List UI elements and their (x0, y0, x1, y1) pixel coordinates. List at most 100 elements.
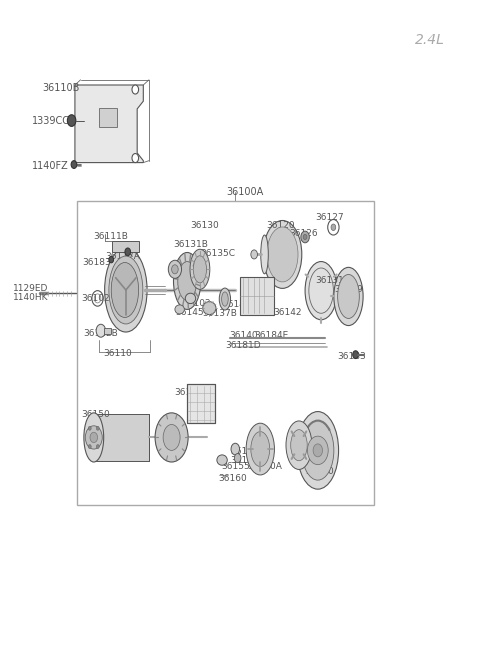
Circle shape (88, 426, 91, 430)
Ellipse shape (217, 455, 227, 465)
Ellipse shape (251, 432, 270, 466)
Text: 36110B: 36110B (42, 83, 79, 93)
Circle shape (125, 248, 131, 255)
Text: 36145: 36145 (175, 308, 204, 317)
Circle shape (313, 444, 323, 457)
Ellipse shape (111, 263, 139, 318)
Text: 36120: 36120 (266, 221, 295, 230)
Text: 36110: 36110 (103, 349, 132, 358)
Bar (240, 277, 274, 314)
Ellipse shape (297, 411, 338, 489)
Ellipse shape (219, 288, 230, 310)
Text: 36131B: 36131B (173, 240, 208, 249)
Text: 36183: 36183 (82, 258, 111, 267)
Text: 36126: 36126 (289, 229, 318, 238)
Ellipse shape (109, 256, 143, 324)
Ellipse shape (263, 221, 302, 288)
Circle shape (251, 250, 257, 259)
Ellipse shape (175, 305, 184, 314)
Bar (77, 201, 374, 506)
Ellipse shape (222, 292, 228, 306)
Text: 36170A: 36170A (247, 462, 282, 471)
Ellipse shape (84, 413, 104, 462)
Circle shape (303, 234, 307, 240)
Text: 36160: 36160 (219, 474, 248, 483)
Ellipse shape (190, 250, 210, 290)
Circle shape (96, 426, 99, 430)
Text: 1339CC: 1339CC (32, 115, 70, 126)
Text: 36117A: 36117A (106, 252, 141, 261)
Text: 36102: 36102 (81, 294, 109, 303)
Ellipse shape (203, 302, 216, 314)
Ellipse shape (155, 413, 188, 462)
Text: 36140: 36140 (229, 331, 258, 341)
Circle shape (67, 115, 76, 126)
Circle shape (132, 153, 139, 162)
Circle shape (96, 445, 99, 449)
Circle shape (308, 436, 328, 464)
Text: 1140HK: 1140HK (12, 293, 48, 301)
Ellipse shape (334, 267, 363, 326)
Text: 36155: 36155 (221, 462, 250, 471)
Circle shape (96, 324, 106, 337)
Ellipse shape (185, 293, 196, 303)
Text: 36137B: 36137B (202, 309, 237, 318)
Text: 36127: 36127 (315, 213, 344, 222)
Bar (112, 241, 139, 252)
Text: 36102: 36102 (182, 299, 211, 308)
Bar (104, 328, 111, 334)
Circle shape (88, 445, 91, 449)
Text: 36184E: 36184E (254, 331, 288, 341)
Ellipse shape (163, 424, 180, 451)
Bar (187, 384, 216, 423)
Text: 36142: 36142 (273, 308, 301, 317)
Circle shape (234, 454, 241, 462)
Circle shape (301, 231, 309, 243)
Ellipse shape (286, 421, 312, 470)
Text: 36111B: 36111B (93, 233, 128, 242)
Text: 36150: 36150 (81, 410, 110, 419)
Ellipse shape (302, 421, 334, 480)
Ellipse shape (305, 261, 337, 320)
Text: 36143A: 36143A (222, 301, 257, 309)
Ellipse shape (291, 430, 307, 460)
Ellipse shape (337, 274, 360, 318)
Text: 36182: 36182 (294, 440, 323, 449)
Circle shape (168, 260, 181, 278)
Ellipse shape (178, 261, 197, 301)
Ellipse shape (105, 248, 147, 332)
Circle shape (172, 265, 178, 274)
Text: 36130: 36130 (191, 221, 219, 230)
Text: 36100A: 36100A (226, 187, 263, 196)
Circle shape (109, 256, 114, 263)
Bar (95, 413, 149, 461)
Text: 1140FZ: 1140FZ (32, 161, 68, 171)
Ellipse shape (246, 423, 275, 475)
Text: 36164: 36164 (230, 456, 259, 464)
Text: 36170: 36170 (305, 466, 334, 476)
Ellipse shape (173, 252, 201, 309)
Circle shape (71, 160, 77, 168)
Circle shape (353, 351, 359, 358)
Polygon shape (98, 107, 118, 127)
Circle shape (90, 432, 97, 443)
Text: 36162: 36162 (230, 447, 259, 456)
Text: 36112B: 36112B (84, 329, 118, 339)
Text: 36131C: 36131C (315, 276, 350, 285)
Circle shape (331, 224, 336, 231)
Ellipse shape (267, 227, 298, 282)
Ellipse shape (261, 235, 268, 274)
Text: 36183: 36183 (337, 352, 366, 361)
Text: 36181D: 36181D (225, 341, 261, 350)
Bar (187, 384, 216, 423)
Ellipse shape (193, 255, 206, 283)
Text: 36139: 36139 (335, 286, 363, 295)
Text: 36146A: 36146A (174, 388, 209, 397)
Circle shape (85, 426, 102, 449)
Polygon shape (75, 85, 144, 162)
Text: 2.4L: 2.4L (415, 33, 444, 47)
Text: 36135C: 36135C (200, 249, 235, 257)
Circle shape (132, 85, 139, 94)
Text: 1129ED: 1129ED (12, 284, 48, 293)
Circle shape (231, 443, 240, 455)
